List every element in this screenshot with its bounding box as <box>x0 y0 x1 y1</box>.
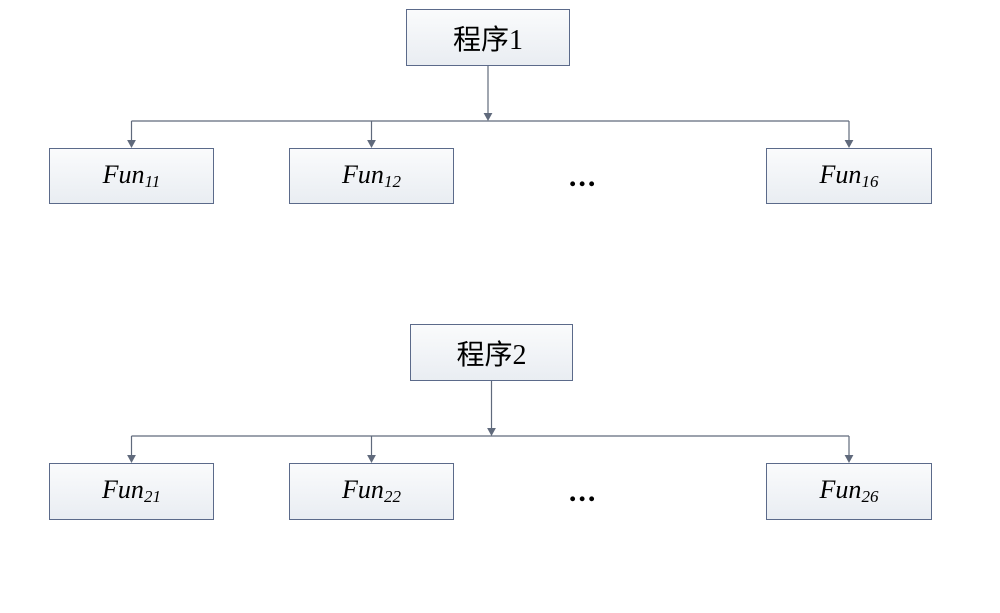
diagram-node: Fun11 <box>49 148 214 204</box>
connector-lines <box>0 0 1000 613</box>
diagram-node: 程序1 <box>406 9 570 66</box>
node-label: Fun21 <box>102 475 161 507</box>
node-label: Fun12 <box>342 160 401 192</box>
diagram-node: Fun22 <box>289 463 454 520</box>
ellipsis: ... <box>570 160 599 194</box>
node-label: Fun22 <box>342 475 401 507</box>
diagram-node: Fun21 <box>49 463 214 520</box>
diagram-node: 程序2 <box>410 324 573 381</box>
connector-lines <box>0 0 1000 613</box>
node-label: Fun11 <box>103 160 161 192</box>
diagram-node: Fun12 <box>289 148 454 204</box>
diagram-node: Fun16 <box>766 148 932 204</box>
node-label: Fun26 <box>820 475 879 507</box>
diagram-node: Fun26 <box>766 463 932 520</box>
node-label: Fun16 <box>820 160 879 192</box>
node-label: 程序2 <box>456 333 526 373</box>
node-label: 程序1 <box>453 18 523 58</box>
ellipsis: ... <box>570 475 599 509</box>
